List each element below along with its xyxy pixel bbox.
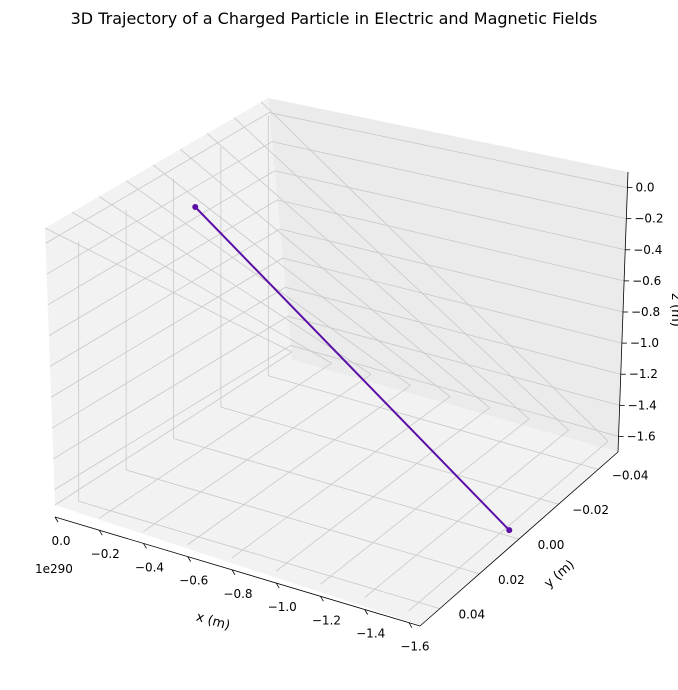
chart-title: 3D Trajectory of a Charged Particle in E…	[71, 9, 598, 28]
x-tick-label: −1.6	[400, 640, 429, 654]
gridlines	[44, 101, 628, 612]
x-tick-mark	[98, 530, 103, 536]
x-tick-label: −0.4	[135, 560, 164, 574]
x-gridline	[364, 429, 569, 598]
floor-pane	[55, 360, 618, 625]
x-gridline	[275, 407, 490, 572]
y-gridline	[78, 500, 440, 609]
trajectory-line	[194, 206, 510, 531]
x-tick-label: −0.2	[91, 547, 120, 561]
x-offset-label: 1e290	[35, 562, 73, 576]
x-tick-label: −1.4	[356, 626, 385, 640]
z-tick-label: −0.8	[631, 305, 660, 319]
x-axis-line	[54, 516, 421, 627]
y-tick-label: 0.02	[498, 573, 525, 587]
back-wall-pane	[268, 98, 628, 452]
x-gridline	[179, 148, 490, 409]
z-gridline	[54, 345, 619, 490]
x-tick-mark	[408, 622, 413, 628]
series-group	[192, 204, 513, 534]
x-gridline	[408, 440, 609, 612]
z-tick-label: −0.6	[632, 274, 661, 288]
x-tick-mark	[143, 543, 147, 549]
x-gridline	[233, 117, 569, 431]
y-tick-label: −0.04	[612, 468, 649, 482]
x-gridline	[260, 101, 609, 442]
y-axis-label: y (m)	[542, 557, 578, 591]
y-gridline	[125, 469, 480, 575]
x-gridline	[152, 164, 451, 397]
trajectory-point	[192, 204, 199, 211]
x-axis-ticks: 0.0 −0.2 −0.4 −0.6 −0.8 −1.0 −1.2 −1.4 −1.6	[51, 516, 430, 654]
x-gridline	[320, 418, 530, 585]
z-gridline	[49, 228, 624, 367]
x-tick-label: 0.0	[51, 534, 70, 548]
y-tick-label: 0.00	[538, 538, 565, 552]
x-tick-label: −0.8	[223, 587, 252, 601]
z-tick-label: −0.4	[633, 243, 662, 257]
z-gridline	[45, 112, 628, 244]
z-tick-label: −1.2	[629, 367, 658, 381]
x-gridline	[187, 385, 411, 545]
x-tick-label: −1.2	[312, 613, 341, 627]
z-gridline	[53, 315, 620, 460]
y-tick-label: −0.02	[572, 503, 609, 517]
z-gridline	[48, 199, 625, 337]
left-wall-pane	[45, 98, 292, 505]
x-tick-mark	[320, 596, 324, 602]
x-tick-mark	[54, 516, 59, 523]
y-axis-line	[419, 451, 619, 627]
x-tick-mark	[187, 556, 192, 562]
x-tick-mark	[364, 609, 369, 615]
x-gridline	[99, 362, 332, 519]
x-tick-mark	[275, 582, 280, 589]
z-gridline	[52, 286, 621, 429]
x-gridline	[143, 373, 372, 532]
z-tick-label: 0.0	[635, 181, 654, 195]
y-tick-label: 0.04	[458, 608, 485, 622]
y-gridline	[220, 406, 559, 505]
x-axis-label: x (m)	[194, 610, 231, 634]
x-gridline	[71, 211, 332, 364]
z-tick-label: −1.0	[630, 336, 659, 350]
x-tick-label: −0.6	[179, 574, 208, 588]
y-axis-ticks: −0.04 −0.02 0.00 0.02 0.04	[458, 468, 648, 621]
x-gridline	[231, 396, 451, 559]
x-gridline	[206, 133, 530, 420]
y-gridline	[173, 438, 520, 540]
z-axis-ticks: 0.0 −0.2 −0.4 −0.6 −0.8 −1.0 −1.2 −1.4 −1.6	[618, 181, 663, 443]
z-gridline	[47, 170, 626, 306]
z-tick-label: −1.6	[627, 429, 656, 443]
z-gridline	[50, 257, 622, 398]
y-gridline	[268, 375, 599, 470]
z-tick-label: −0.2	[634, 212, 663, 226]
z-tick-label: −1.4	[628, 398, 657, 412]
trajectory-point	[506, 527, 513, 534]
x-gridline	[44, 227, 293, 353]
x-gridline	[98, 196, 372, 375]
z-axis-label: z (m)	[668, 293, 678, 327]
x-tick-mark	[231, 569, 236, 576]
z-gridline	[46, 141, 627, 275]
x-tick-label: −1.0	[268, 600, 297, 614]
